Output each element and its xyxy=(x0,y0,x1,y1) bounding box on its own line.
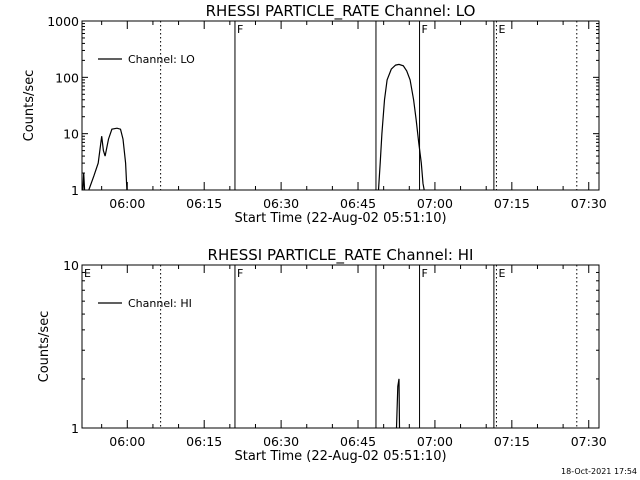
hi-event-marker-label: F xyxy=(237,267,243,280)
lo-x-tick-label: 07:00 xyxy=(417,196,453,211)
hi-plot-frame xyxy=(81,264,600,429)
lo-x-tick-label: 07:15 xyxy=(494,196,530,211)
hi-x-tick-label: 07:00 xyxy=(417,434,453,449)
lo-event-marker-label: F xyxy=(237,23,243,36)
lo-y-tick-label: 1 xyxy=(71,183,79,198)
lo-y-tick-label: 1000 xyxy=(47,14,79,29)
hi-x-tick-label: 06:45 xyxy=(340,434,376,449)
hi-y-axis-label: Counts/sec xyxy=(37,311,52,383)
lo-legend-label: Channel: LO xyxy=(128,53,195,66)
lo-series-line xyxy=(377,63,425,191)
hi-x-tick-label: 07:15 xyxy=(494,434,530,449)
lo-x-axis-label: Start Time (22-Aug-02 05:51:10) xyxy=(234,211,446,226)
lo-event-marker-label: F xyxy=(422,23,428,36)
hi-y-tick-label: 10 xyxy=(63,258,79,273)
lo-x-tick-label: 07:30 xyxy=(571,196,607,211)
lo-series-line xyxy=(82,172,86,191)
lo-x-tick-label: 06:00 xyxy=(109,196,145,211)
lo-x-tick-label: 06:15 xyxy=(186,196,222,211)
hi-event-marker-label: F xyxy=(422,267,428,280)
hi-series-line xyxy=(395,378,401,429)
lo-x-tick-label: 06:45 xyxy=(340,196,376,211)
hi-x-tick-label: 06:00 xyxy=(109,434,145,449)
hi-x-tick-label: 06:15 xyxy=(186,434,222,449)
lo-event-marker-label: E xyxy=(498,23,505,36)
hi-y-tick-label: 1 xyxy=(71,421,79,436)
lo-series-line xyxy=(88,127,128,191)
hi-chart-title: RHESSI PARTICLE_RATE Channel: HI xyxy=(208,246,474,265)
lo-y-tick-label: 100 xyxy=(55,70,79,85)
lo-y-axis-label: Counts/sec xyxy=(22,70,37,142)
hi-event-marker-label: E xyxy=(498,267,505,280)
lo-y-tick-label: 10 xyxy=(63,127,79,142)
hi-x-tick-label: 07:30 xyxy=(571,434,607,449)
hi-event-marker-label: E xyxy=(84,267,91,280)
hi-legend-label: Channel: HI xyxy=(128,297,192,310)
timestamp-label: 18-Oct-2021 17:54 xyxy=(561,467,637,476)
lo-plot-frame xyxy=(81,20,600,191)
hi-x-axis-label: Start Time (22-Aug-02 05:51:10) xyxy=(234,449,446,464)
lo-x-tick-label: 06:30 xyxy=(263,196,299,211)
hi-x-tick-label: 06:30 xyxy=(263,434,299,449)
lo-chart-title: RHESSI PARTICLE_RATE Channel: LO xyxy=(206,2,476,21)
